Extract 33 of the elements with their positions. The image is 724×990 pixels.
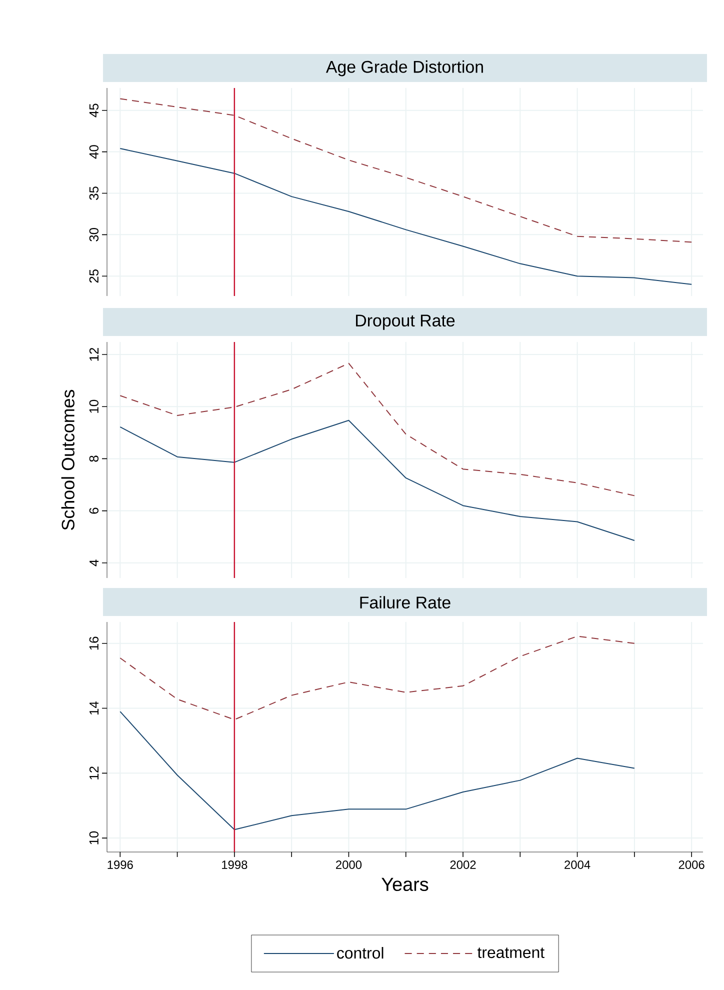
y-tick-label: 14 (90, 701, 98, 715)
line-series (120, 636, 635, 720)
x-axis-title: Years (382, 878, 428, 892)
x-tick-label: 2004 (564, 860, 590, 869)
y-tick-label: 8 (89, 456, 98, 462)
chart-title: Age Grade Distortion (326, 60, 483, 76)
y-tick-label: 4 (90, 560, 98, 566)
y-tick-label: 6 (89, 508, 98, 514)
y-tick-label: 25 (89, 269, 98, 283)
y-tick-label: 16 (89, 636, 98, 650)
y-axis-title: School Outcomes (61, 390, 74, 530)
chart-title: Dropout Rate (356, 314, 455, 330)
y-tick-label: 40 (89, 145, 98, 159)
x-tick-label: 1996 (108, 860, 133, 869)
x-tick-label: 2002 (450, 860, 476, 869)
legend-label: treatment (477, 948, 544, 958)
y-tick-label: 35 (89, 186, 98, 200)
y-tick-label: 30 (89, 228, 98, 242)
x-tick-label: 2006 (678, 860, 704, 869)
chart-title: Failure Rate (360, 596, 450, 609)
line-series (120, 711, 635, 830)
y-tick-label: 10 (89, 400, 98, 413)
line-series (120, 148, 692, 285)
x-tick-label: 2000 (336, 860, 362, 869)
x-tick-label: 1998 (222, 860, 248, 869)
y-tick-label: 12 (89, 348, 98, 361)
line-series (120, 98, 692, 243)
legend-label: control (337, 947, 384, 959)
y-tick-label: 10 (89, 831, 98, 844)
y-tick-label: 12 (89, 766, 98, 780)
line-series (120, 420, 635, 541)
y-tick-label: 45 (89, 104, 98, 118)
line-series (120, 362, 635, 496)
